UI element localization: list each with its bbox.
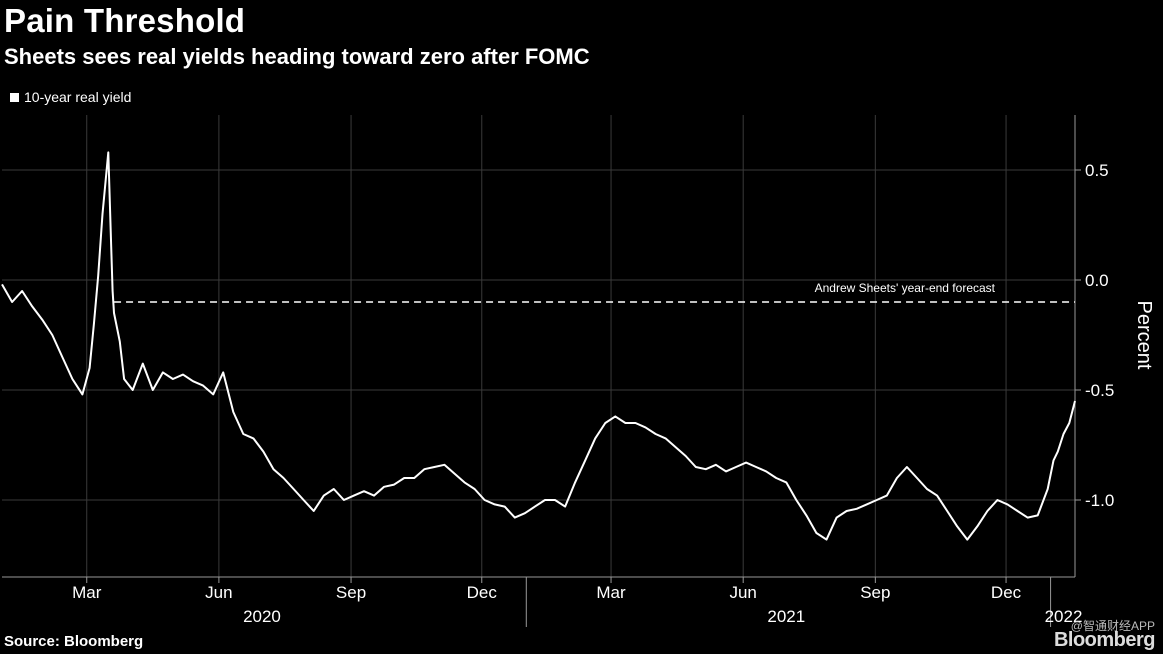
year-label: 2021 <box>767 607 805 626</box>
x-tick-label: Dec <box>991 583 1022 602</box>
x-tick-label: Jun <box>729 583 756 602</box>
y-axis-title: Percent <box>1133 301 1155 370</box>
page-title: Pain Threshold <box>4 2 246 39</box>
watermark: @智通财经APP <box>1070 619 1155 633</box>
bloomberg-logo: Bloomberg <box>1053 629 1156 651</box>
y-tick-label: -1.0 <box>1085 491 1114 510</box>
series-line-real-yield <box>1 151 1076 541</box>
x-tick-label: Sep <box>860 583 890 602</box>
x-tick-label: Mar <box>596 583 626 602</box>
year-label: 2022 <box>1045 607 1083 626</box>
forecast-label: Andrew Sheets' year-end forecast <box>815 281 996 295</box>
chart-legend: 10-year real yield <box>10 89 131 105</box>
page-subtitle: Sheets sees real yields heading toward z… <box>4 44 590 69</box>
legend-label: 10-year real yield <box>24 89 132 105</box>
x-tick-label: Sep <box>336 583 366 602</box>
x-tick-label: Mar <box>72 583 102 602</box>
source-note: Source: Bloomberg <box>4 633 144 650</box>
y-tick-label: 0.5 <box>1085 161 1109 180</box>
y-tick-label: -0.5 <box>1085 381 1114 400</box>
y-tick-label: 0.0 <box>1085 271 1109 290</box>
year-label: 2020 <box>243 607 281 626</box>
x-tick-label: Dec <box>467 583 498 602</box>
legend-swatch <box>10 92 19 102</box>
x-tick-label: Jun <box>205 583 232 602</box>
